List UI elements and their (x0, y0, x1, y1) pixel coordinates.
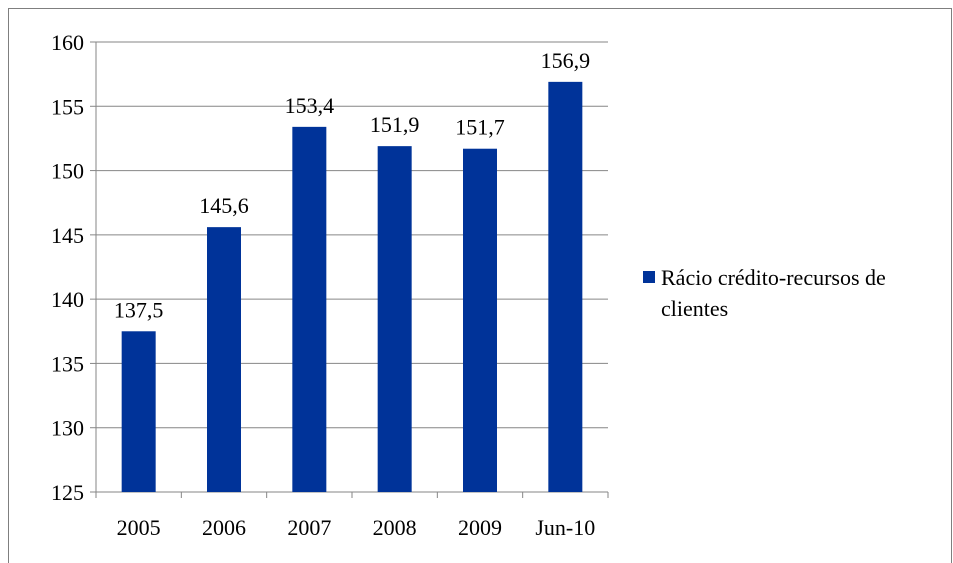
bar-2005 (121, 331, 156, 492)
data-label: 145,6 (199, 193, 249, 218)
data-label: 156,9 (541, 48, 591, 73)
axes (90, 41, 609, 498)
y-tick-labels: 125 130 135 140 145 150 155 160 (51, 30, 84, 505)
y-tick-label: 160 (51, 30, 84, 55)
x-tick-label: 2008 (373, 515, 417, 540)
y-tick-label: 125 (51, 480, 84, 505)
data-labels: 137,5 145,6 153,4 151,9 151,7 156,9 (114, 48, 590, 322)
legend-swatch (643, 271, 655, 283)
bar-2006 (207, 227, 241, 492)
data-label: 151,7 (455, 115, 505, 140)
x-tick-label: 2009 (458, 515, 502, 540)
y-tick-label: 140 (51, 287, 84, 312)
bar-2008 (377, 146, 412, 492)
data-label: 151,9 (370, 112, 420, 137)
data-label: 137,5 (114, 297, 164, 322)
gridlines (96, 41, 608, 429)
legend: Rácio crédito-recursos de clientes (643, 265, 886, 321)
y-tick-label: 145 (51, 223, 84, 248)
x-tick-label: 2007 (287, 515, 331, 540)
bars (121, 81, 583, 492)
legend-label-line2: clientes (661, 296, 728, 321)
y-tick-label: 135 (51, 351, 84, 376)
bar-2009 (463, 148, 497, 492)
y-tick-label: 150 (51, 159, 84, 184)
bar-jun-10 (548, 81, 583, 492)
x-tick-label: 2005 (117, 515, 161, 540)
bar-2007 (292, 126, 327, 492)
x-tick-label: Jun-10 (535, 515, 595, 540)
x-tick-label: 2006 (202, 515, 246, 540)
legend-label-line1: Rácio crédito-recursos de (661, 265, 886, 290)
y-tick-label: 155 (51, 94, 84, 119)
y-tick-label: 130 (51, 416, 84, 441)
data-label: 153,4 (285, 93, 335, 118)
x-tick-labels: 2005 2006 2007 2008 2009 Jun-10 (117, 515, 596, 540)
